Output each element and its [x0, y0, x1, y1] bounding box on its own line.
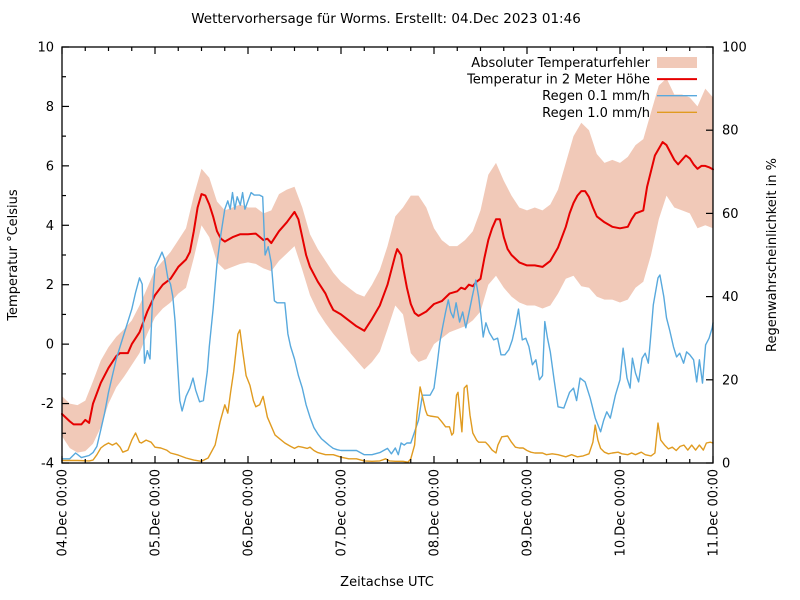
x-tick-label-7: 11.Dec 00:00: [707, 469, 722, 556]
legend-label-1: Temperatur in 2 Meter Höhe: [466, 73, 650, 88]
x-tick-label-1: 05.Dec 00:00: [149, 469, 164, 556]
y-left-tick-label-2: 0: [46, 338, 54, 353]
y-left-tick-label-4: 4: [46, 219, 54, 234]
y-right-tick-label-4: 80: [722, 124, 739, 139]
y-left-tick-label-3: 2: [46, 278, 54, 293]
y-left-tick-label-7: 10: [37, 41, 54, 56]
y-left-tick-label-6: 8: [46, 100, 54, 115]
axis-ticks: [61, 46, 714, 464]
x-tick-label-4: 08.Dec 00:00: [428, 469, 443, 556]
legend-label-2: Regen 0.1 mm/h: [542, 89, 650, 104]
y-right-tick-label-5: 100: [722, 41, 747, 56]
legend: Absoluter Temperaturfehler Temperatur in …: [466, 56, 697, 121]
x-axis-title: Zeitachse UTC: [340, 575, 434, 590]
y-right-tick-label-2: 40: [722, 290, 739, 305]
legend-swatch-band: [657, 57, 697, 68]
legend-label-3: Regen 1.0 mm/h: [542, 106, 650, 121]
y-right-axis-title: Regenwahrscheinlichkeit in %: [765, 158, 780, 352]
x-tick-label-2: 06.Dec 00:00: [242, 469, 257, 556]
y-right-tick-label-1: 20: [722, 373, 739, 388]
axis-tick-labels: 04.Dec 00:00 05.Dec 00:00 06.Dec 00:00 07.D…: [37, 41, 746, 557]
y-left-tick-label-5: 6: [46, 159, 54, 174]
y-left-tick-label-1: -2: [41, 397, 54, 412]
temperature-line: [61, 141, 714, 426]
y-left-tick-label-0: -4: [41, 457, 54, 472]
temperature-error-band: [62, 78, 713, 453]
legend-label-0: Absoluter Temperaturfehler: [471, 56, 650, 71]
x-tick-label-6: 10.Dec 00:00: [614, 469, 629, 556]
x-tick-label-3: 07.Dec 00:00: [335, 469, 350, 556]
chart-title: Wettervorhersage für Worms. Erstellt: 04…: [191, 11, 581, 27]
x-tick-label-5: 09.Dec 00:00: [521, 469, 536, 556]
rain-01mm-line: [61, 191, 714, 460]
y-right-tick-label-3: 60: [722, 207, 739, 222]
x-tick-label-0: 04.Dec 00:00: [56, 469, 71, 556]
y-right-tick-label-0: 0: [722, 457, 730, 472]
y-left-axis-title: Temperatur °Celsius: [6, 189, 21, 322]
rain-10mm-line: [61, 329, 714, 463]
